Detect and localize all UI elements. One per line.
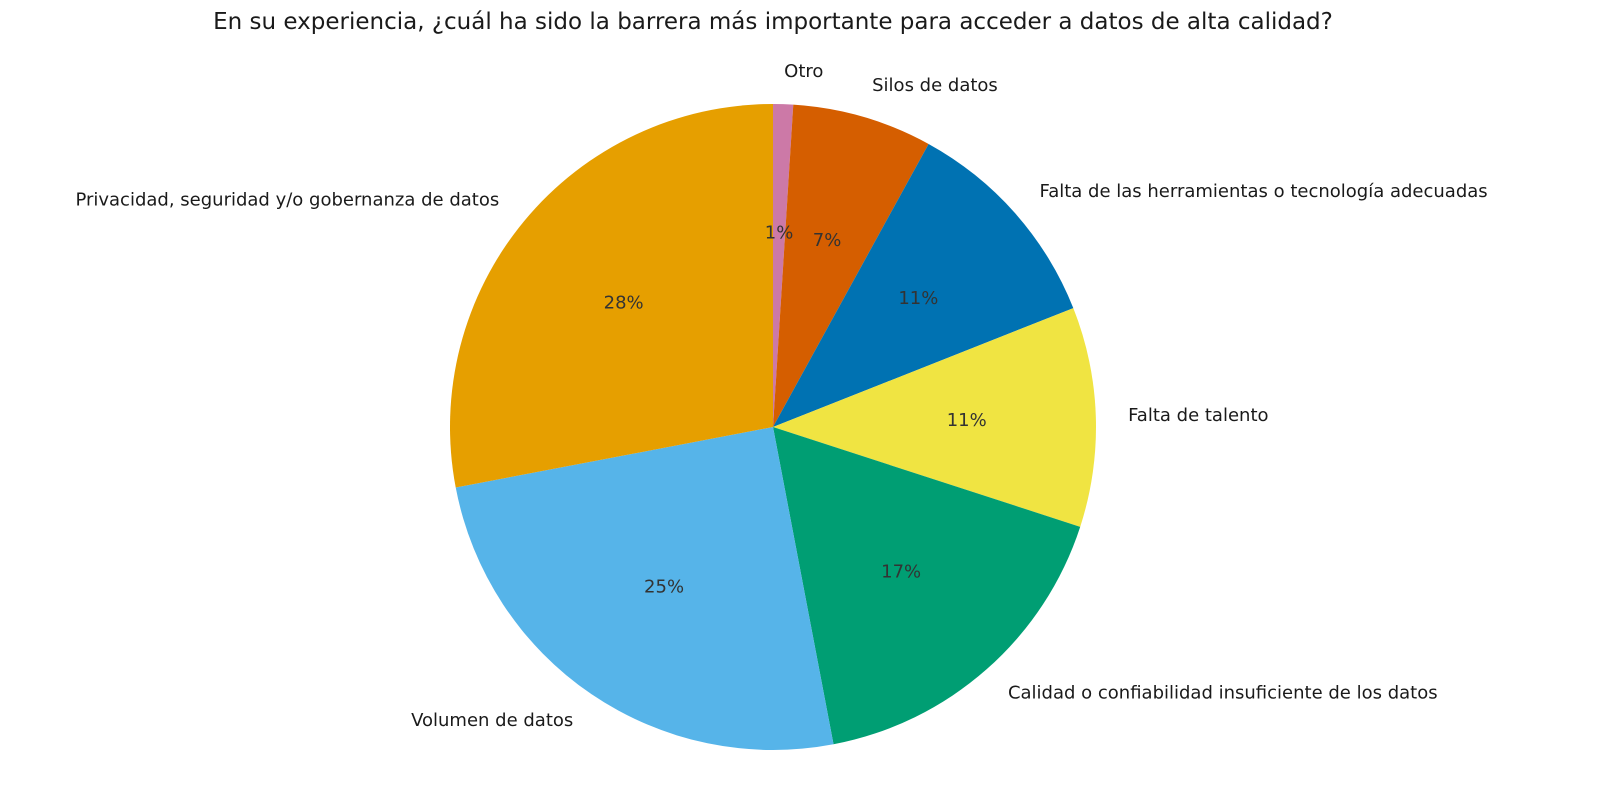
pie-slice — [773, 104, 794, 427]
slice-percent-label: 25% — [644, 576, 684, 597]
pie-slice — [773, 308, 1096, 527]
slice-label: Falta de las herramientas o tecnología a… — [1040, 181, 1488, 202]
pie-slice — [455, 427, 834, 751]
slice-percent-label: 11% — [947, 410, 987, 431]
slice-label: Silos de datos — [872, 75, 998, 96]
pie-slice — [449, 104, 773, 488]
chart-title: En su experiencia, ¿cuál ha sido la barr… — [213, 9, 1333, 35]
slice-label: Volumen de datos — [411, 710, 573, 731]
slice-percent-label: 28% — [604, 292, 644, 313]
pie-slice — [773, 427, 1081, 745]
slice-percent-label: 7% — [813, 230, 842, 251]
slice-label: Falta de talento — [1128, 405, 1268, 426]
slice-label: Calidad o confiabilidad insuficiente de … — [1008, 683, 1438, 704]
pie-slice — [773, 104, 929, 428]
slice-percent-label: 1% — [765, 222, 794, 243]
slice-percent-label: 11% — [898, 288, 938, 309]
slice-percent-label: 17% — [881, 561, 921, 582]
pie-slice — [773, 143, 1074, 427]
slice-label: Otro — [784, 61, 823, 82]
slice-label: Privacidad, seguridad y/o gobernanza de … — [75, 190, 499, 211]
